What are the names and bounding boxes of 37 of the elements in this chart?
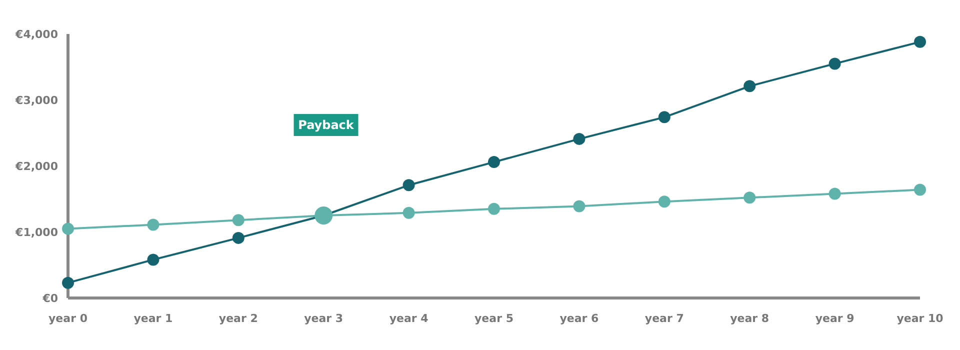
x-tick-label: year 7 — [644, 312, 684, 325]
point — [828, 188, 841, 200]
x-tick-label: year 6 — [560, 312, 600, 325]
x-tick-label: year 8 — [730, 312, 770, 325]
point — [232, 214, 244, 226]
x-tick-label: year 1 — [134, 312, 173, 325]
point — [573, 200, 586, 212]
point — [147, 218, 160, 231]
x-tick-label: year 5 — [474, 312, 514, 325]
point — [658, 196, 670, 208]
point — [914, 184, 926, 196]
x-tick-label: year 10 — [896, 312, 944, 325]
point — [828, 58, 841, 70]
y-tick-label: €2,000 — [14, 160, 58, 173]
point — [402, 206, 415, 219]
point — [744, 80, 756, 92]
point — [147, 254, 160, 266]
x-tick-label: year 0 — [48, 312, 88, 325]
point — [232, 232, 244, 244]
point — [62, 276, 74, 289]
point — [744, 192, 756, 204]
x-tick-label: year 4 — [389, 312, 429, 325]
x-tick-label: year 3 — [304, 312, 344, 325]
y-tick-label: €1,000 — [14, 226, 58, 239]
x-tick-label: year 9 — [815, 312, 854, 325]
point — [573, 132, 586, 145]
annotation: Payback — [298, 118, 355, 132]
point — [488, 156, 500, 168]
y-tick-label: €3,000 — [14, 94, 58, 107]
point — [914, 36, 926, 48]
point — [62, 222, 74, 235]
point — [402, 179, 415, 192]
point — [488, 202, 500, 215]
y-tick-label: €4,000 — [14, 28, 58, 41]
x-tick-label: year 2 — [218, 312, 258, 325]
point — [658, 111, 670, 124]
y-tick-label: €0 — [42, 292, 58, 305]
